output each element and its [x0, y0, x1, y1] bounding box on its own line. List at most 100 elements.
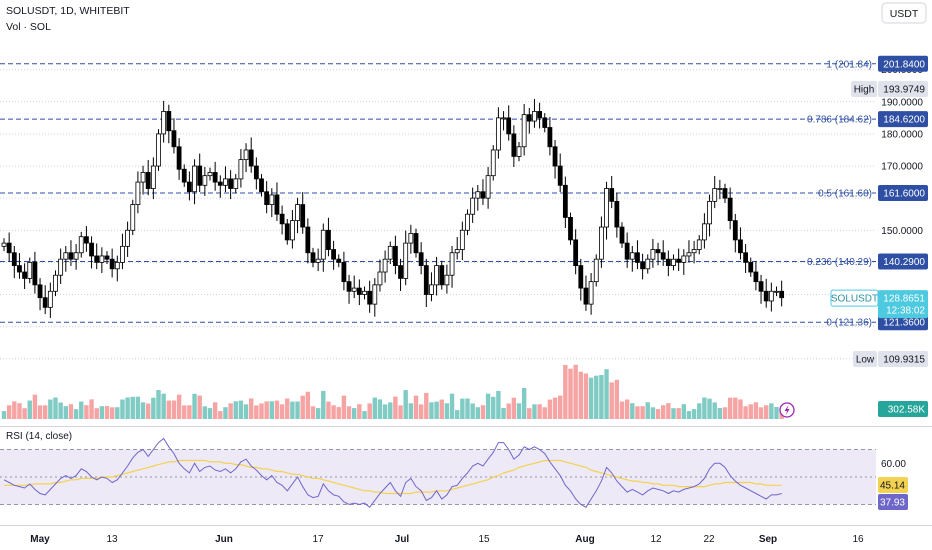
candle-down — [356, 287, 362, 295]
volume-bar — [58, 402, 63, 419]
volume-value-tag-bg — [878, 401, 928, 417]
candle-up — [470, 197, 476, 215]
volume-bar — [532, 404, 537, 419]
candle-up — [47, 290, 53, 308]
volume-bar — [254, 405, 259, 419]
candle-down — [738, 239, 743, 254]
volume-badge[interactable] — [779, 402, 795, 418]
candle-down — [418, 252, 424, 266]
volume-bar — [496, 391, 501, 419]
candle-up — [233, 178, 239, 189]
candle-up — [681, 255, 687, 263]
volume-bar — [264, 401, 269, 419]
volume-bar — [506, 403, 511, 419]
high-label-bg — [851, 81, 877, 98]
volume-bar — [290, 401, 295, 419]
candle-up — [27, 261, 33, 279]
candle-up — [315, 258, 321, 263]
candle-down — [346, 281, 352, 292]
fib-price-tag: 121.3600 — [883, 318, 925, 329]
candle-up — [434, 265, 440, 286]
volume-bar — [279, 404, 285, 419]
volume-bar — [99, 406, 105, 419]
volume-bar — [171, 400, 177, 419]
candle-up — [532, 111, 537, 122]
time-tick-label: Jun — [215, 534, 233, 545]
candle-up — [454, 249, 460, 254]
candle-up — [459, 229, 465, 250]
candle-down — [655, 249, 661, 254]
volume-bar — [686, 411, 692, 419]
candle-down — [367, 290, 373, 305]
time-tick-label: 22 — [703, 534, 715, 545]
low-label: Low — [856, 354, 875, 365]
candle-up — [125, 229, 130, 247]
volume-bar — [640, 406, 645, 419]
rsi-ma-line — [4, 459, 782, 495]
volume-bar — [588, 377, 594, 419]
volume-bar — [583, 373, 589, 419]
price-tick-label: 150.0000 — [881, 226, 923, 237]
volume-bar — [511, 397, 517, 419]
fib-price-tag: 184.6200 — [883, 115, 925, 126]
volume-bar — [238, 400, 244, 419]
volume-bar — [408, 403, 414, 419]
candle-down — [743, 252, 748, 263]
volume-bar — [269, 401, 274, 419]
volume-bar — [424, 392, 429, 419]
candle-up — [712, 188, 718, 202]
candle-down — [763, 290, 769, 302]
volume-bar — [249, 398, 254, 419]
volume-bar — [712, 402, 717, 419]
volume-bar — [182, 405, 187, 419]
volume-bar — [691, 409, 697, 419]
low-price-tag-bg — [878, 350, 928, 367]
candle-up — [192, 165, 197, 193]
candle-up — [73, 252, 79, 260]
candle-down — [42, 297, 48, 308]
volume-bar — [702, 397, 707, 419]
candle-up — [202, 175, 208, 186]
volume-bar — [547, 399, 553, 419]
volume-bar — [73, 409, 79, 419]
volume-bar — [233, 401, 238, 419]
fib-label: 0.236 (140.29) — [807, 257, 872, 268]
candle-down — [284, 223, 290, 241]
candle-down — [109, 258, 115, 270]
candle-down — [578, 265, 584, 289]
candle-up — [495, 117, 501, 151]
currency-button[interactable]: USDT — [881, 2, 927, 24]
candle-up — [650, 249, 656, 260]
volume-bar — [527, 408, 532, 419]
candle-down — [727, 197, 733, 222]
volume-bar — [764, 405, 769, 419]
volume-bar — [455, 410, 460, 419]
volume-bar — [676, 408, 681, 419]
candle-up — [444, 274, 450, 286]
volume-bar — [300, 395, 305, 419]
volume-bar — [79, 401, 84, 419]
volume-bar — [413, 395, 419, 419]
time-tick-label: Aug — [575, 534, 594, 545]
candle-up — [120, 245, 125, 263]
rsi-tick-label: 60.00 — [881, 459, 906, 470]
candle-up — [295, 204, 300, 222]
volume-bar — [614, 379, 620, 419]
candle-down — [181, 168, 187, 183]
candle-up — [243, 149, 249, 161]
volume-bar — [697, 403, 702, 419]
candle-down — [506, 117, 512, 135]
volume-bar — [305, 391, 311, 419]
volume-bar — [68, 404, 74, 419]
time-tick-label: May — [30, 534, 50, 545]
candle-up — [269, 194, 275, 205]
volume-bar — [666, 403, 671, 419]
candle-up — [320, 229, 326, 260]
volume-bar — [748, 404, 753, 419]
volume-bar — [32, 394, 38, 419]
candle-up — [53, 274, 58, 292]
candle-up — [593, 258, 599, 283]
lightning-icon — [784, 405, 790, 415]
time-axis: May 13 Jun 17 Jul 15 Aug 12 22 Sep 16 — [30, 534, 864, 545]
